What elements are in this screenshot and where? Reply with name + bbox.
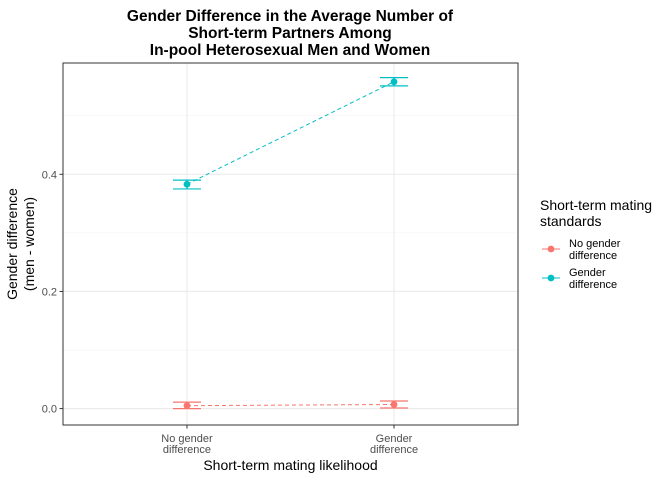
legend-label: Gender xyxy=(569,267,606,279)
grid-minor xyxy=(63,115,518,351)
chart-title-line-1: Gender Difference in the Average Number … xyxy=(127,8,454,25)
x-tick-label: No gender xyxy=(161,433,213,445)
legend-key-point xyxy=(547,245,555,253)
legend-title-line-2: standards xyxy=(540,213,601,229)
data-point xyxy=(390,401,398,408)
y-tick-label: 0.0 xyxy=(42,404,57,416)
data-point xyxy=(183,180,191,188)
legend-label: difference xyxy=(569,250,617,262)
legend-label: No gender xyxy=(569,238,621,250)
x-tick-label: Gender xyxy=(376,433,413,445)
y-axis-title-line-2: (men - women) xyxy=(21,197,37,291)
plot-panel-border xyxy=(62,62,519,426)
legend-label: difference xyxy=(569,279,617,291)
y-tick-label: 0.2 xyxy=(42,286,57,298)
series-1 xyxy=(172,400,409,410)
grid-major xyxy=(63,63,518,425)
legend: Short-term mating standards No genderdif… xyxy=(540,197,652,291)
plot-panel xyxy=(63,63,518,425)
y-axis-ticks: 0.0 0.2 0.4 xyxy=(42,169,63,416)
series-2 xyxy=(172,77,409,190)
series-layer xyxy=(172,77,409,410)
chart-title-line-3: In-pool Heterosexual Men and Women xyxy=(150,42,430,59)
legend-title-line-1: Short-term mating xyxy=(540,197,652,213)
y-tick-label: 0.4 xyxy=(42,169,57,181)
x-tick-label: difference xyxy=(370,444,418,456)
x-tick-label: difference xyxy=(163,444,211,456)
data-point xyxy=(183,402,191,410)
y-axis-title-line-1: Gender difference xyxy=(4,188,20,300)
data-point xyxy=(390,78,398,86)
chart-title-line-2: Short-term Partners Among xyxy=(188,25,392,42)
x-axis-title: Short-term mating likelihood xyxy=(203,457,377,473)
legend-key-point xyxy=(547,274,555,282)
series-line xyxy=(186,81,395,185)
